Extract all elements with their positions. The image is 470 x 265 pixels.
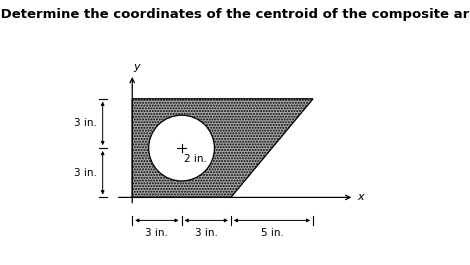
Text: 5 in.: 5 in.	[260, 228, 283, 238]
Circle shape	[149, 115, 214, 181]
Polygon shape	[132, 99, 313, 197]
Text: 3 in.: 3 in.	[146, 228, 168, 238]
Text: 2 in.: 2 in.	[184, 154, 207, 164]
Text: y: y	[133, 63, 140, 72]
Text: 3 in.: 3 in.	[74, 118, 97, 129]
Text: 3 in.: 3 in.	[195, 228, 218, 238]
Text: x: x	[358, 192, 364, 202]
Text: 3 in.: 3 in.	[74, 168, 97, 178]
Text: 4.  Determine the coordinates of the centroid of the composite area.: 4. Determine the coordinates of the cent…	[0, 8, 470, 21]
